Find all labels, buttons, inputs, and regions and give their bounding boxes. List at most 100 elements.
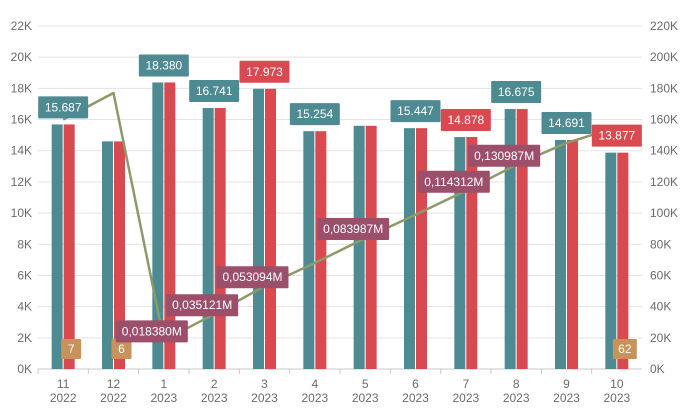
bar-value-label-box — [289, 103, 340, 126]
y-right-tick-label: 60K — [650, 268, 671, 282]
bar-series-2 — [265, 88, 276, 369]
bar-value-label: 15.254 — [296, 107, 333, 121]
bar-value-label-box — [390, 100, 441, 123]
bar-series-1 — [504, 109, 516, 369]
x-tick-label-month: 8 — [513, 377, 520, 391]
bar-series-1 — [353, 125, 365, 369]
x-tick-label-month: 5 — [362, 377, 369, 391]
bar-value-label-box — [591, 124, 642, 147]
x-tick-label-year: 2022 — [50, 391, 77, 405]
x-tick-label-year: 2023 — [553, 391, 580, 405]
x-tick-label-month: 1 — [160, 377, 167, 391]
x-tick-label-month: 2 — [211, 377, 218, 391]
bar-series-2 — [164, 82, 176, 370]
y-right-tick-label: 40K — [650, 300, 671, 314]
y-right-tick-label: 160K — [650, 113, 678, 127]
line-value-label-box — [166, 294, 239, 317]
y-axis-left: 0K 2K 4K 6K 8K 10K 12K 14K 16K 18K 20K 22K — [11, 19, 32, 376]
x-tick-label-year: 2023 — [301, 391, 328, 405]
bar-value-label: 16.741 — [196, 84, 233, 98]
bar-value-label: 14.878 — [447, 113, 484, 127]
bar-value-label: 18.380 — [145, 58, 182, 72]
x-tick-label-month: 12 — [107, 377, 121, 391]
bar-series-1 — [303, 131, 315, 369]
bar-value-label-box — [138, 54, 189, 77]
line-value-label-box — [216, 266, 289, 289]
small-value-label: 7 — [68, 342, 75, 356]
bar-series-1 — [152, 82, 164, 370]
y-left-tick-label: 16K — [11, 113, 32, 127]
y-right-tick-label: 120K — [650, 175, 678, 189]
y-left-tick-label: 6K — [17, 268, 32, 282]
bar-value-label-box — [440, 109, 491, 132]
y-left-tick-label: 20K — [11, 50, 32, 64]
bar-series-2 — [114, 141, 125, 369]
bar-series-1 — [51, 124, 63, 369]
y-left-tick-label: 4K — [17, 300, 32, 314]
y-left-tick-label: 22K — [11, 19, 32, 33]
bar-value-label: 15.447 — [397, 104, 434, 118]
y-right-tick-label: 180K — [650, 81, 678, 95]
y-left-tick-label: 18K — [11, 81, 32, 95]
line-value-label-box — [468, 144, 541, 167]
bar-value-label: 14.691 — [548, 116, 585, 130]
line-value-label-box — [317, 218, 390, 241]
y-right-tick-label: 200K — [650, 50, 678, 64]
bar-value-label-box — [541, 111, 592, 134]
bar-series-2 — [416, 128, 427, 369]
line-value-label: 0,018380M — [122, 324, 182, 338]
x-tick-label-month: 11 — [57, 377, 70, 391]
line-value-label: 0,053094M — [222, 270, 282, 284]
bar-value-label-box — [189, 79, 240, 102]
bar-series-2 — [567, 139, 578, 369]
x-tick-label-month: 4 — [311, 377, 318, 391]
bar-series-2 — [214, 107, 226, 370]
small-value-label-box — [111, 339, 132, 359]
bar-series-1 — [253, 88, 264, 369]
y-right-tick-label: 100K — [650, 206, 678, 220]
x-tick-label-year: 2023 — [352, 391, 379, 405]
x-tick-label-year: 2023 — [452, 391, 479, 405]
y-left-tick-label: 12K — [11, 175, 32, 189]
y-left-tick-label: 2K — [17, 331, 32, 345]
bar-series-1 — [404, 128, 415, 369]
small-value-label-box — [612, 339, 637, 359]
y-axis-right: 0K 20K 40K 60K 80K 100K 120K 140K 160K 180K 200K 22… — [650, 19, 678, 376]
bar-value-label: 15.687 — [45, 100, 82, 114]
bar-series-2 — [466, 137, 478, 369]
bar-value-label: 17.973 — [246, 65, 283, 79]
bar-series-1 — [605, 152, 617, 369]
bar-value-label: 16.675 — [498, 85, 535, 99]
x-tick-label-year: 2023 — [402, 391, 429, 405]
y-right-tick-label: 220K — [650, 19, 678, 33]
bar-value-label: 13.877 — [598, 129, 635, 143]
y-left-tick-label: 8K — [17, 237, 32, 251]
x-axis: 1120221220221202322023320234202352023620… — [37, 369, 631, 405]
bar-value-label-box — [491, 81, 542, 104]
x-tick-label-year: 2023 — [503, 391, 530, 405]
line-value-label: 0,114312M — [424, 175, 483, 189]
bar-series-2 — [516, 109, 528, 369]
bar-series-2 — [365, 125, 377, 369]
y-right-tick-label: 20K — [650, 331, 671, 345]
x-tick-label-month: 10 — [610, 377, 624, 391]
x-tick-label-year: 2023 — [201, 391, 228, 405]
trend-line-path — [62, 91, 618, 342]
bar-series-2 — [63, 124, 75, 369]
bar-series-2 — [315, 131, 327, 369]
x-tick-label-month: 6 — [412, 377, 419, 391]
line-value-label: 0,083987M — [323, 222, 383, 236]
x-tick-label-year: 2023 — [251, 391, 278, 405]
small-value-label: 6 — [118, 342, 125, 356]
small-value-label-box — [61, 339, 82, 359]
data-labels: 15.687 18.380 16.741 17.973 15.254 15.447 14.8… — [38, 54, 642, 359]
x-tick-label-year: 2023 — [603, 391, 630, 405]
bar-series-1 — [202, 107, 214, 370]
line-value-label: 0,130987M — [474, 149, 534, 163]
x-tick-label-year: 2023 — [150, 391, 177, 405]
y-left-tick-label: 0K — [17, 362, 32, 376]
y-right-tick-label: 0K — [650, 362, 665, 376]
y-left-tick-label: 10K — [11, 206, 32, 220]
bar-series-2 — [617, 152, 629, 369]
x-tick-label-month: 9 — [563, 377, 570, 391]
